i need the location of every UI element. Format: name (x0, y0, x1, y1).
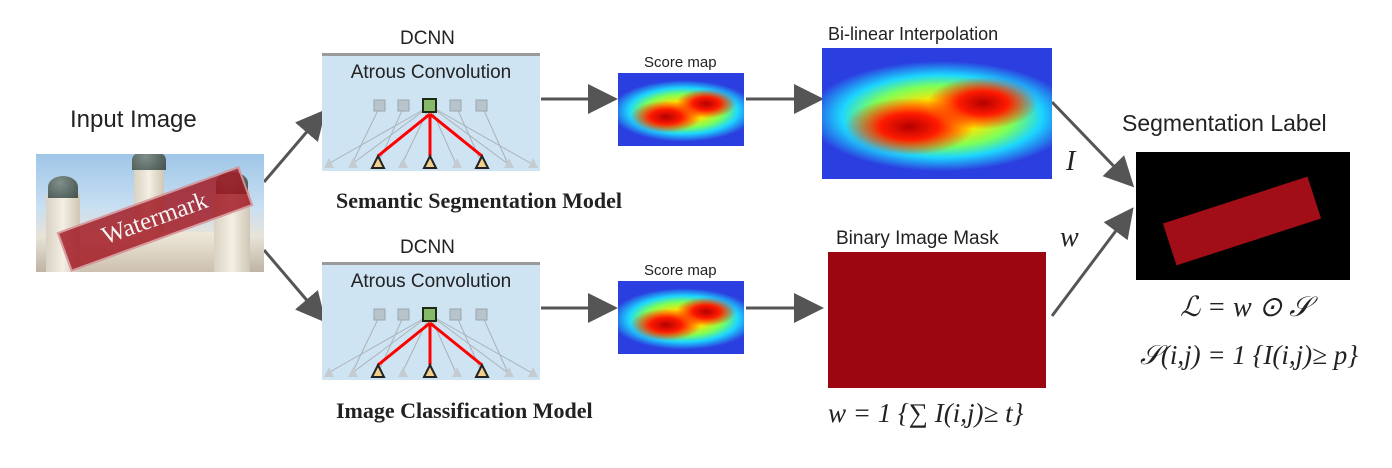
arrow-input-to-bottom (262, 249, 326, 323)
bottom-model-label: Image Classification Model (336, 398, 593, 423)
bottom-atrous-diagram (324, 307, 538, 378)
arrow-interp-to-label (1050, 100, 1135, 188)
input-image: Watermark (36, 154, 264, 272)
arrow-mask-to-label (1050, 207, 1134, 317)
bottom-atrous-box: Atrous Convolution (322, 262, 540, 380)
arrow-input-to-top (262, 109, 326, 183)
top-atrous-diagram (324, 98, 538, 169)
segmentation-label-title: Segmentation Label (1122, 110, 1327, 136)
score-formula: 𝒮(i,j) = 1 {I(i,j)≥ p} (1140, 340, 1358, 370)
bottom-score-map (618, 281, 744, 354)
top-score-map (618, 73, 744, 146)
edge-symbol-i: I (1066, 146, 1076, 177)
mask-formula: w = 1 {∑ I(i,j)≥ t} (828, 398, 1024, 428)
bottom-score-map-label: Score map (644, 262, 717, 279)
edge-symbol-w: w (1060, 222, 1079, 253)
top-model-label: Semantic Segmentation Model (336, 188, 622, 213)
mask-label: Binary Image Mask (836, 228, 999, 249)
top-atrous-box: Atrous Convolution (322, 53, 540, 171)
input-image-title: Input Image (70, 106, 197, 133)
segmentation-bar (1162, 176, 1322, 266)
top-dcnn-label: DCNN (400, 28, 455, 49)
label-formula: ℒ = w ⊙ 𝒮 (1180, 292, 1311, 323)
bottom-atrous-title: Atrous Convolution (350, 271, 512, 292)
interp-label: Bi-linear Interpolation (828, 24, 999, 44)
bottom-dcnn-label: DCNN (400, 237, 455, 258)
segmentation-label-image (1136, 152, 1350, 280)
top-atrous-title: Atrous Convolution (350, 62, 512, 83)
binary-mask (828, 252, 1046, 388)
top-score-map-label: Score map (644, 54, 717, 71)
interp-heatmap (822, 48, 1052, 179)
